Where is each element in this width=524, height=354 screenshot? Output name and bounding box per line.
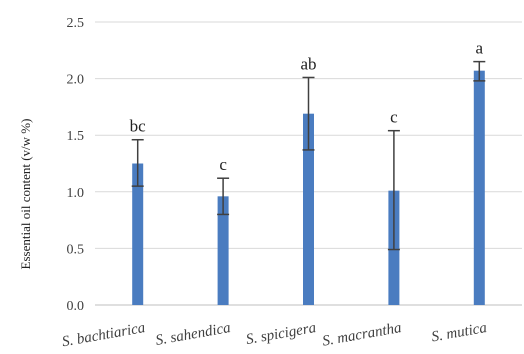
significance-label: bc [130, 117, 147, 136]
x-tick-label: S. sahendica [154, 320, 231, 349]
x-tick-label: S. spicigera [245, 320, 318, 348]
x-tick-label: S. bachtiarica [61, 320, 147, 350]
y-tick-label: 2.5 [67, 16, 85, 31]
y-axis-ticks: 0.0 0.5 1.0 1.5 2.0 2.5 [67, 16, 85, 314]
y-tick-label: 2.0 [67, 73, 85, 88]
y-tick-label: 0.5 [67, 242, 85, 257]
significance-label: a [476, 39, 484, 58]
x-axis-categories: S. bachtiarica S. sahendica S. spicigera S.… [61, 320, 488, 350]
significance-labels: bc c ab c a [130, 39, 484, 175]
significance-label: c [219, 155, 227, 174]
bar [303, 113, 314, 305]
y-axis-title: Essential oil content (v/w %) [18, 119, 33, 270]
significance-label: ab [300, 54, 316, 73]
x-tick-label: S. macrantha [321, 320, 403, 350]
x-tick-label: S. mutica [430, 320, 488, 345]
significance-label: c [390, 108, 398, 127]
error-bars [131, 60, 486, 251]
y-tick-label: 1.5 [67, 129, 85, 144]
bar [217, 196, 229, 305]
y-tick-label: 0.0 [67, 299, 85, 314]
y-tick-label: 1.0 [67, 186, 85, 201]
bar [132, 163, 144, 305]
bar [473, 70, 485, 306]
